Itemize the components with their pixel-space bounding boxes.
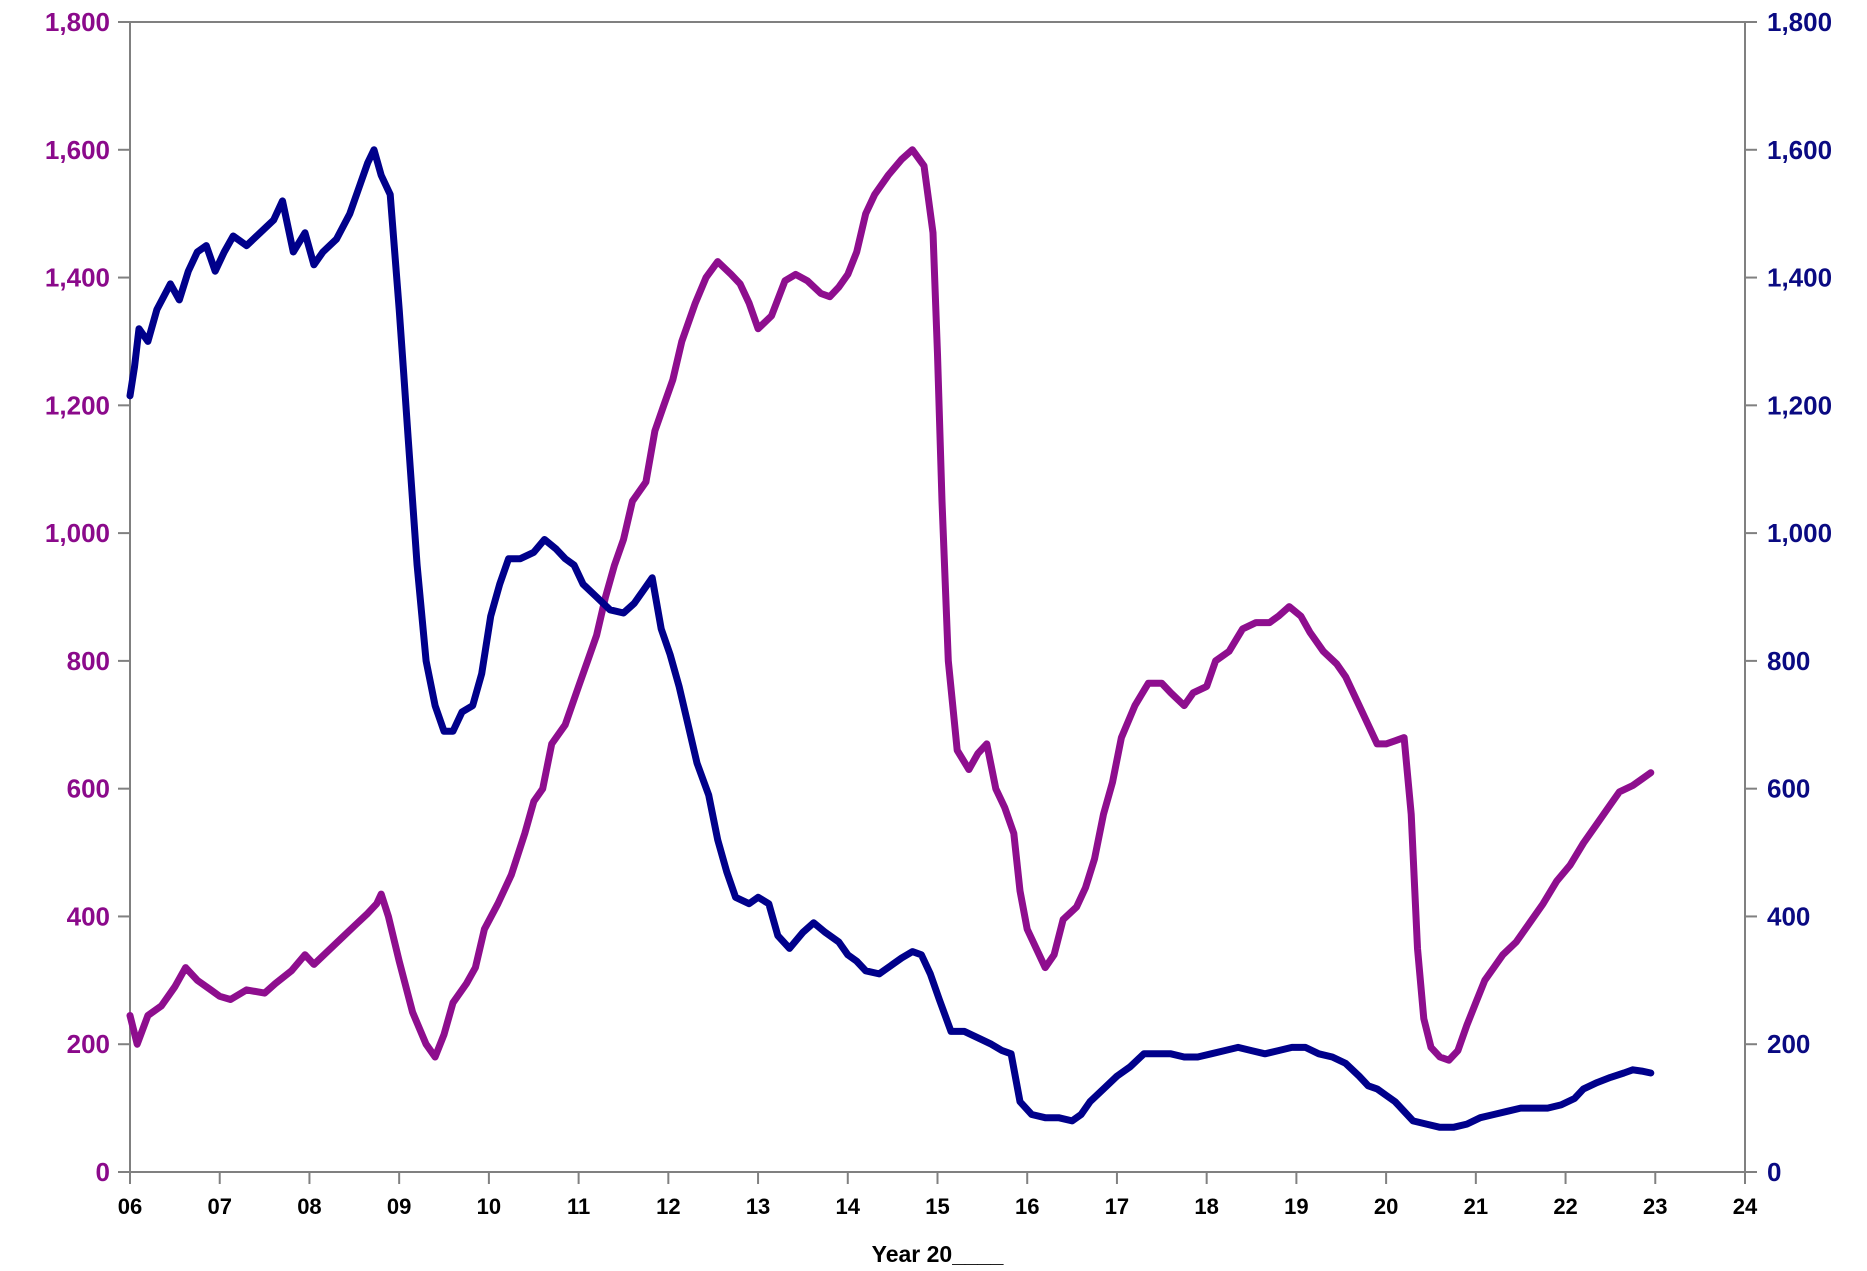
left-y-tick-label: 1,000: [45, 518, 110, 548]
x-tick-label: 07: [207, 1194, 231, 1219]
left-y-tick-label: 0: [96, 1157, 110, 1187]
right-y-tick-label: 600: [1767, 774, 1810, 804]
x-tick-label: 09: [387, 1194, 411, 1219]
right-y-axis: 0 200 400 600 800 1,000 1,200 1,400 1,600 1,800: [1745, 7, 1832, 1187]
right-y-tick-label: 1,200: [1767, 390, 1832, 420]
right-y-tick-label: 800: [1767, 646, 1810, 676]
left-y-tick-label: 600: [67, 774, 110, 804]
x-tick-label: 13: [746, 1194, 770, 1219]
right-y-tick-label: 200: [1767, 1029, 1810, 1059]
x-axis: 06 07 08 09 10 11 12 13 14 15 16 17 18 19 20 21 22 23 24: [118, 1172, 1758, 1219]
right-y-tick-label: 0: [1767, 1157, 1781, 1187]
right-y-tick-label: 1,800: [1767, 7, 1832, 37]
left-y-tick-label: 200: [67, 1029, 110, 1059]
x-axis-title: Year 20____: [872, 1241, 1004, 1267]
x-tick-label: 19: [1284, 1194, 1308, 1219]
series-layer: [126, 146, 1655, 1131]
x-tick-label: 24: [1733, 1194, 1758, 1219]
x-tick-label: 06: [118, 1194, 142, 1219]
left-y-axis: 0 200 400 600 800 1,000 1,200 1,400 1,600 1,800: [45, 7, 130, 1187]
right-y-tick-label: 1,400: [1767, 263, 1832, 293]
x-tick-label: 11: [567, 1194, 590, 1219]
x-tick-label: 10: [477, 1194, 501, 1219]
right-y-tick-label: 1,000: [1767, 518, 1832, 548]
x-tick-label: 14: [836, 1194, 861, 1219]
x-tick-label: 17: [1105, 1194, 1129, 1219]
left-y-tick-label: 1,400: [45, 263, 110, 293]
right-y-tick-label: 400: [1767, 901, 1810, 931]
left-y-tick-label: 800: [67, 646, 110, 676]
x-tick-label: 15: [925, 1194, 949, 1219]
x-tick-label: 16: [1015, 1194, 1039, 1219]
left-y-tick-label: 1,200: [45, 390, 110, 420]
series-line-2: [126, 146, 1655, 1131]
left-y-tick-label: 400: [67, 901, 110, 931]
x-tick-label: 22: [1553, 1194, 1577, 1219]
left-y-tick-label: 1,600: [45, 135, 110, 165]
x-tick-label: 18: [1194, 1194, 1218, 1219]
series-line-1: [126, 146, 1655, 1064]
x-tick-label: 20: [1374, 1194, 1398, 1219]
x-tick-label: 08: [297, 1194, 321, 1219]
x-tick-label: 12: [656, 1194, 680, 1219]
x-tick-label: 21: [1464, 1194, 1488, 1219]
right-y-tick-label: 1,600: [1767, 135, 1832, 165]
left-y-tick-label: 1,800: [45, 7, 110, 37]
x-tick-label: 23: [1643, 1194, 1667, 1219]
